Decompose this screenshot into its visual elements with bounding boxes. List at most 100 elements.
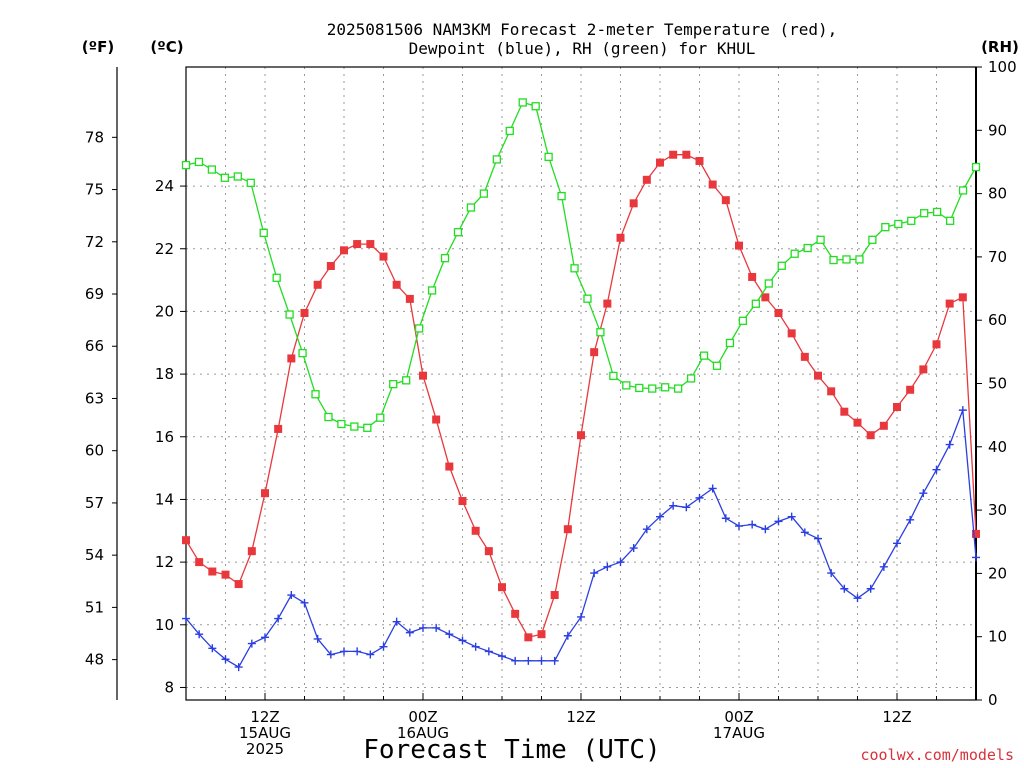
rh-tick-label: 70: [988, 248, 1007, 266]
data-point: [471, 642, 480, 651]
data-point: [379, 642, 388, 651]
data-point: [577, 612, 585, 621]
data-point: [635, 383, 644, 393]
data-point: [840, 407, 849, 416]
time-tick-label: 15AUG: [239, 724, 291, 742]
data-point: [881, 222, 890, 232]
grid-lines: [186, 67, 976, 700]
data-point: [682, 150, 691, 159]
data-point: [363, 423, 372, 432]
data-point: [868, 235, 877, 244]
data-point: [498, 652, 506, 661]
time-tick-label: 00Z: [408, 708, 437, 726]
data-point: [340, 246, 348, 255]
data-point: [738, 316, 748, 325]
data-point: [550, 656, 559, 665]
data-point: [616, 233, 625, 242]
data-point: [285, 310, 294, 319]
data-point: [505, 126, 514, 136]
data-point: [919, 365, 928, 374]
data-point: [708, 484, 717, 493]
data-point: [220, 173, 230, 182]
rh-tick-label: 20: [988, 564, 1007, 582]
chart-title-line-2: Dewpoint (blue), RH (green) for KHUL: [409, 39, 756, 58]
data-point: [853, 594, 862, 603]
data-point: [893, 403, 901, 412]
data-point: [221, 570, 230, 579]
data-point: [246, 178, 255, 187]
data-point: [195, 630, 204, 639]
data-point: [261, 489, 269, 498]
data-point: [814, 371, 822, 380]
data-point: [453, 228, 463, 237]
rh-axis-ticks: 0 10 20 30 40 50 60 70 80 90 100: [976, 58, 1017, 709]
data-point: [182, 536, 190, 545]
data-point: [392, 617, 401, 626]
celsius-tick-label: 10: [155, 616, 174, 634]
data-point: [366, 240, 375, 249]
data-point: [570, 264, 579, 273]
data-point: [790, 249, 799, 258]
data-point: [842, 255, 851, 264]
data-point: [563, 631, 572, 640]
rh-tick-label: 30: [988, 501, 1007, 519]
data-point: [479, 189, 489, 198]
data-point: [195, 558, 204, 567]
data-point: [761, 525, 770, 534]
data-point: [432, 623, 441, 632]
data-point: [326, 261, 335, 270]
time-tick-label: 12Z: [566, 708, 595, 726]
data-point: [971, 162, 981, 172]
data-series: [181, 98, 981, 672]
celsius-axis-ticks: 8 10 12 14 16 18 20 22 24: [155, 177, 186, 696]
data-point: [751, 299, 760, 308]
data-point: [686, 374, 696, 383]
celsius-tick-label: 14: [155, 490, 174, 508]
data-point: [866, 431, 875, 440]
data-point: [855, 255, 864, 264]
data-point: [596, 328, 605, 337]
data-point: [735, 522, 743, 531]
data-point: [353, 240, 362, 249]
fahrenheit-tick-label: 51: [85, 598, 104, 616]
data-point: [603, 562, 612, 571]
data-point: [287, 591, 296, 600]
data-point: [298, 348, 307, 358]
data-point: [932, 465, 941, 474]
data-point: [234, 580, 243, 589]
fahrenheit-tick-label: 54: [85, 546, 104, 564]
data-point: [181, 160, 191, 170]
fahrenheit-tick-label: 69: [85, 285, 104, 303]
data-point: [405, 294, 414, 303]
series-rh: [181, 98, 981, 432]
data-point: [544, 152, 553, 162]
data-point: [616, 558, 625, 567]
data-point: [492, 155, 501, 164]
data-point: [972, 529, 980, 538]
data-point: [590, 569, 599, 578]
data-point: [669, 150, 678, 159]
data-point: [748, 272, 757, 281]
data-point: [827, 569, 836, 578]
data-point: [642, 525, 651, 534]
data-point: [661, 383, 670, 392]
data-point: [958, 293, 967, 302]
data-point: [247, 639, 256, 648]
data-point: [708, 180, 717, 189]
data-point: [458, 497, 467, 506]
data-point: [893, 539, 901, 548]
data-point: [326, 650, 335, 659]
time-tick-label: 17AUG: [713, 724, 765, 742]
data-point: [721, 196, 730, 205]
celsius-tick-label: 20: [155, 302, 174, 320]
data-point: [879, 421, 888, 430]
data-point: [458, 636, 467, 645]
fahrenheit-tick-label: 63: [85, 389, 104, 407]
data-point: [712, 361, 722, 370]
time-tick-label: 12Z: [250, 708, 279, 726]
data-point: [764, 279, 773, 288]
data-point: [233, 172, 242, 181]
series-dewpoint: [182, 406, 980, 672]
rh-tick-label: 0: [988, 691, 998, 709]
